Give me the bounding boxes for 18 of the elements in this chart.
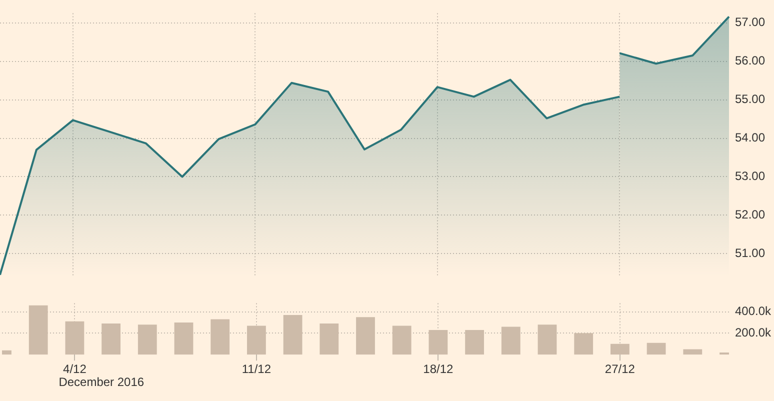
y-tick-label: 55.00 xyxy=(735,92,766,106)
y-tick-label: 200.0k xyxy=(735,325,772,340)
x-tick-label: 4/12 xyxy=(63,362,87,376)
bar xyxy=(646,342,666,355)
text: December 2016 xyxy=(58,374,144,389)
y-tick-label: 51.00 xyxy=(735,246,766,260)
y-tick-label: 54.00 xyxy=(735,130,766,145)
bar xyxy=(683,349,702,355)
bar xyxy=(356,317,375,355)
y-tick-label: 56.00 xyxy=(735,54,766,68)
x-tick-label: 11/12 xyxy=(242,362,272,376)
x-tick-label: 18/12 xyxy=(423,362,454,376)
y-tick-label: 400.0k xyxy=(735,304,772,318)
y-tick-label: 53.00 xyxy=(735,169,766,184)
y-tick-label: 57.00 xyxy=(735,15,766,30)
x-tick-label: 27/12 xyxy=(604,362,636,376)
bar xyxy=(28,305,48,355)
y-tick-label: 52.00 xyxy=(735,208,766,222)
